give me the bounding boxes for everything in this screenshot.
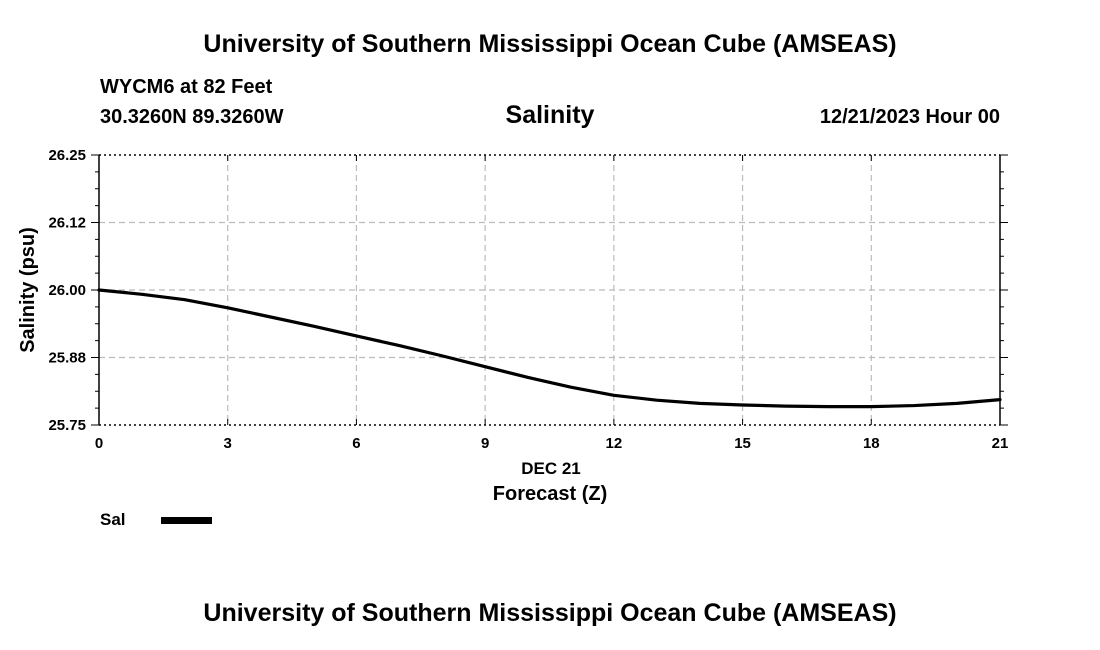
- x-tick-label: 0: [95, 435, 103, 452]
- x-tick-label: 21: [992, 435, 1009, 452]
- y-tick-label: 25.88: [48, 350, 86, 367]
- series-layer: [97, 288, 1002, 409]
- y-axis-label: Salinity (psu): [17, 227, 39, 353]
- x-tick-label: 12: [606, 435, 623, 452]
- salinity-chart: 0 3 6 9 12 15 18 21 25.75 25.88 26.00 26.12 26.25 DE…: [17, 147, 1008, 505]
- coordinates-label: 30.3260N 89.3260W: [100, 106, 284, 128]
- x-tick-label: 18: [863, 435, 880, 452]
- legend-line-swatch: [161, 517, 212, 524]
- chart-title: Salinity: [505, 101, 595, 129]
- x-tick-label: 3: [224, 435, 232, 452]
- y-tick-label: 26.00: [48, 282, 86, 299]
- series-line-sal: [97, 288, 1002, 409]
- y-tick-label: 26.25: [48, 147, 86, 164]
- grid-lines: [99, 154, 1000, 426]
- x-axis-label: Forecast (Z): [493, 483, 607, 505]
- y-tick-label: 25.75: [48, 417, 86, 434]
- datetime-label: 12/21/2023 Hour 00: [819, 106, 1000, 128]
- x-tick-label: 9: [481, 435, 489, 452]
- y-tick-label: 26.12: [48, 215, 86, 232]
- footer-title: University of Southern Mississippi Ocean…: [203, 599, 897, 627]
- tick-labels: 0 3 6 9 12 15 18 21 25.75 25.88 26.00 26.12 26.25: [48, 147, 1008, 452]
- station-label: WYCM6 at 82 Feet: [100, 76, 273, 98]
- x-tick-label: 15: [734, 435, 751, 452]
- page-title: University of Southern Mississippi Ocean…: [203, 30, 897, 58]
- x-tick-label: 6: [352, 435, 360, 452]
- legend-label: Sal: [100, 510, 126, 529]
- x-axis-date-label: DEC 21: [521, 459, 581, 478]
